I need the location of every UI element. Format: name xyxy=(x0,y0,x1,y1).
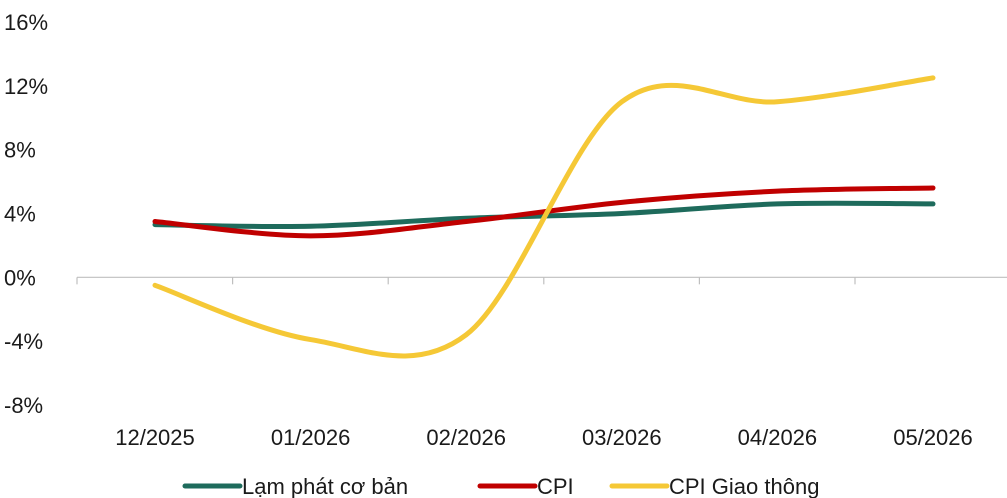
y-tick-label: -8% xyxy=(4,393,43,418)
y-tick-label: -4% xyxy=(4,329,43,354)
y-tick-label: 0% xyxy=(4,265,36,290)
series-line-1 xyxy=(152,185,936,239)
x-tick-label: 02/2026 xyxy=(426,425,506,450)
y-tick-label: 16% xyxy=(4,10,48,35)
legend-label: CPI Giao thông xyxy=(669,474,819,498)
x-tick-label: 12/2025 xyxy=(115,425,195,450)
series-line-2 xyxy=(152,75,936,359)
x-tick-label: 04/2026 xyxy=(738,425,818,450)
legend-label: CPI xyxy=(537,474,574,498)
x-tick-label: 01/2026 xyxy=(271,425,351,450)
legend-label: Lạm phát cơ bản xyxy=(242,474,408,498)
y-tick-label: 4% xyxy=(4,202,36,227)
y-tick-label: 8% xyxy=(4,138,36,163)
x-tick-label: 05/2026 xyxy=(893,425,973,450)
y-tick-label: 12% xyxy=(4,74,48,99)
x-tick-label: 03/2026 xyxy=(582,425,662,450)
